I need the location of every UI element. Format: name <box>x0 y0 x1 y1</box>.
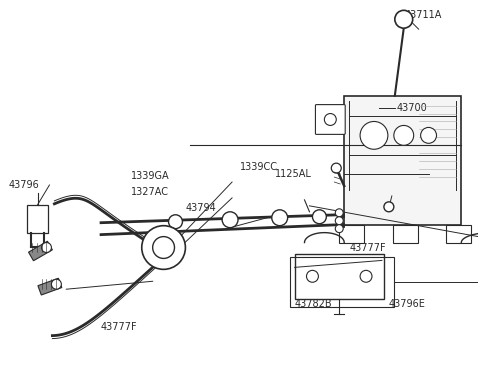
Text: 1125AL: 1125AL <box>275 169 312 179</box>
Circle shape <box>384 202 394 212</box>
Text: 1327AC: 1327AC <box>131 187 169 197</box>
Text: 43796E: 43796E <box>389 299 426 309</box>
Circle shape <box>360 121 388 149</box>
Circle shape <box>395 10 413 28</box>
FancyBboxPatch shape <box>315 104 345 134</box>
Circle shape <box>153 237 175 258</box>
Circle shape <box>272 210 288 226</box>
Bar <box>28 241 52 261</box>
Bar <box>339 225 364 242</box>
Text: 43794: 43794 <box>185 203 216 213</box>
Bar <box>38 278 62 295</box>
Circle shape <box>307 270 318 282</box>
Bar <box>393 225 418 242</box>
Text: 1339CC: 1339CC <box>240 162 278 172</box>
Circle shape <box>41 242 51 252</box>
Text: 43796: 43796 <box>9 180 39 190</box>
Circle shape <box>335 217 343 225</box>
Circle shape <box>142 226 185 269</box>
Circle shape <box>360 270 372 282</box>
Circle shape <box>51 279 61 289</box>
Text: 43777F: 43777F <box>349 242 386 252</box>
Text: 43782B: 43782B <box>295 299 332 309</box>
Circle shape <box>312 210 326 224</box>
Bar <box>26 205 48 232</box>
Circle shape <box>335 209 343 217</box>
Circle shape <box>394 125 414 145</box>
Bar <box>446 225 471 242</box>
Circle shape <box>222 212 238 228</box>
Circle shape <box>331 163 341 173</box>
FancyBboxPatch shape <box>344 96 461 225</box>
Circle shape <box>420 127 436 143</box>
Circle shape <box>335 225 343 232</box>
Circle shape <box>168 215 182 229</box>
Circle shape <box>324 114 336 125</box>
Text: 1339GA: 1339GA <box>131 171 169 181</box>
Text: 43711A: 43711A <box>405 10 442 20</box>
Text: 43777F: 43777F <box>101 322 138 332</box>
Text: 43700: 43700 <box>397 103 428 113</box>
Bar <box>295 255 384 299</box>
